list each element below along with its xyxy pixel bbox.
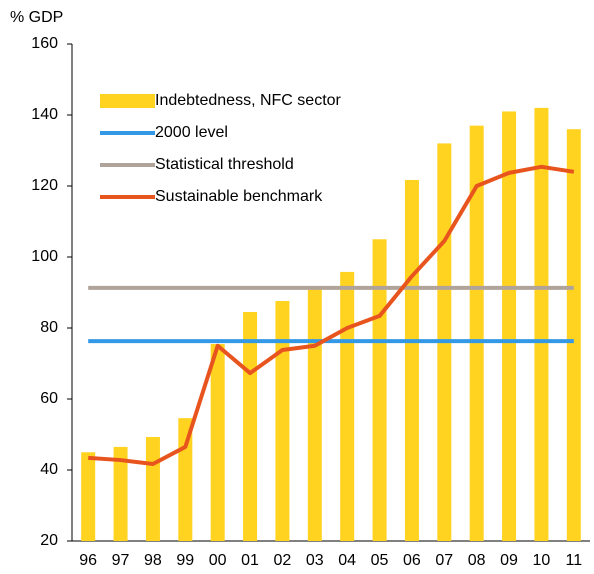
bar xyxy=(340,271,355,541)
x-tick-label: 07 xyxy=(435,552,453,569)
x-tick-label: 02 xyxy=(274,552,292,569)
bar xyxy=(469,125,484,542)
x-tick-label: 09 xyxy=(500,552,518,569)
legend-swatch xyxy=(100,94,155,108)
x-tick-label: 01 xyxy=(241,552,259,569)
x-tick-label: 99 xyxy=(176,552,194,569)
bar xyxy=(113,446,128,541)
bar xyxy=(210,343,225,541)
x-tick-label: 05 xyxy=(371,552,389,569)
legend-label: 2000 level xyxy=(155,124,228,141)
bar xyxy=(534,107,549,542)
y-axis-label: % GDP xyxy=(10,9,63,26)
x-tick-label: 96 xyxy=(79,552,97,569)
legend-label: Statistical threshold xyxy=(155,156,294,173)
x-tick-label: 03 xyxy=(306,552,324,569)
y-tick-label: 100 xyxy=(31,248,58,265)
x-tick-label: 06 xyxy=(403,552,421,569)
x-tick-label: 04 xyxy=(338,552,356,569)
legend-label: Indebtedness, NFC sector xyxy=(155,92,342,109)
bar xyxy=(307,287,322,541)
bar xyxy=(404,179,419,541)
x-tick-label: 00 xyxy=(209,552,227,569)
x-tick-label: 98 xyxy=(144,552,162,569)
y-tick-label: 60 xyxy=(40,390,58,407)
y-tick-label: 160 xyxy=(31,35,58,52)
x-tick-label: 10 xyxy=(533,552,551,569)
y-tick-label: 20 xyxy=(40,532,58,549)
bar xyxy=(372,239,387,541)
y-tick-label: 140 xyxy=(31,106,58,123)
bar xyxy=(243,312,258,541)
bar xyxy=(502,111,517,541)
x-tick-label: 11 xyxy=(566,552,583,569)
y-tick-label: 80 xyxy=(40,319,58,336)
bar xyxy=(566,129,581,541)
x-tick-label: 97 xyxy=(112,552,130,569)
line xyxy=(88,164,575,466)
y-tick-label: 40 xyxy=(40,461,58,478)
bar xyxy=(145,436,160,541)
y-tick-label: 120 xyxy=(31,177,58,194)
bar xyxy=(275,301,290,541)
bar xyxy=(81,452,96,541)
legend-label: Sustainable benchmark xyxy=(155,188,323,205)
x-tick-label: 08 xyxy=(468,552,486,569)
